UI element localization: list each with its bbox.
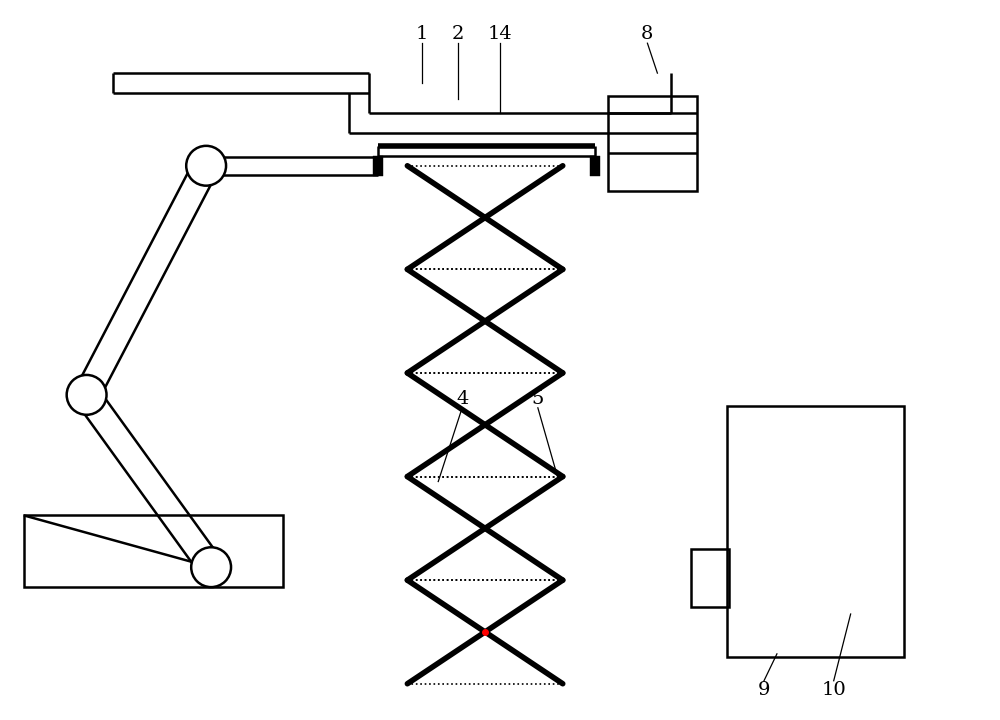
Text: 2: 2 — [452, 25, 464, 43]
Text: 9: 9 — [758, 680, 770, 698]
Bar — [373, 156, 383, 176]
Text: 5: 5 — [532, 390, 544, 408]
Text: 4: 4 — [456, 390, 468, 408]
Text: 8: 8 — [641, 25, 654, 43]
Circle shape — [67, 375, 107, 415]
Circle shape — [186, 146, 226, 186]
Bar — [727, 406, 904, 657]
Bar — [691, 549, 729, 607]
Bar — [590, 156, 600, 176]
Bar — [24, 516, 283, 587]
Text: 14: 14 — [488, 25, 512, 43]
Text: 10: 10 — [821, 680, 846, 698]
Circle shape — [191, 547, 231, 587]
Bar — [608, 96, 697, 191]
Text: 1: 1 — [416, 25, 428, 43]
